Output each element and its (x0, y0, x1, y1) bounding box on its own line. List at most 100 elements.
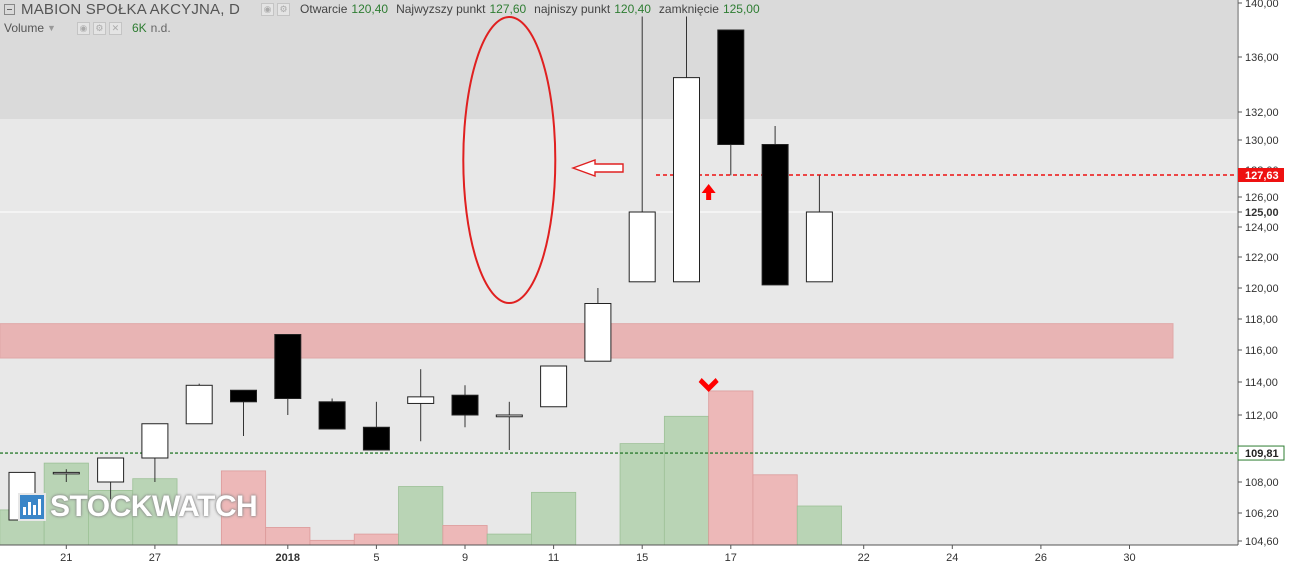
price-tick-label: 136,00 (1245, 52, 1279, 64)
candle-body (805, 211, 833, 283)
volume-bar (708, 390, 754, 546)
down-chevron-icon (698, 378, 719, 392)
price-tick-label: 118,00 (1245, 314, 1278, 326)
time-axis-bg (0, 545, 1238, 565)
volume-bar (796, 505, 842, 546)
time-tick-label: 26 (1035, 552, 1047, 564)
candle-body (407, 396, 435, 404)
candle-body (318, 401, 346, 430)
last-price-label: 127,63 (1245, 170, 1279, 182)
candle (540, 365, 568, 408)
price-tick-label: 140,00 (1245, 0, 1279, 10)
highlight-ellipse (462, 16, 557, 304)
open-label: Otwarcie (300, 2, 348, 16)
candle-body (761, 144, 789, 286)
time-tick-label: 21 (60, 552, 72, 564)
time-tick-label: 30 (1123, 552, 1135, 564)
price-tick-label: 112,00 (1245, 410, 1278, 422)
candle-body (97, 457, 125, 483)
candle-body (673, 77, 700, 283)
candle-body (628, 211, 656, 283)
legend-row-price: MABION SPOŁKA AKCYJNA, D ◉ ⚙ Otwarcie 12… (4, 0, 768, 19)
low-value: 120,40 (614, 2, 651, 16)
volume-bar (220, 470, 267, 546)
candle (274, 334, 302, 415)
caret-down-icon[interactable]: ▼ (47, 23, 56, 33)
volume-bar (442, 525, 488, 546)
chart-legend: MABION SPOŁKA AKCYJNA, D ◉ ⚙ Otwarcie 12… (4, 0, 768, 38)
time-tick-label: 15 (636, 552, 648, 564)
price-axis-bg (1238, 0, 1289, 545)
watermark-text: STOCKWATCH (50, 490, 258, 523)
candle (584, 288, 612, 362)
time-tick-label: 2018 (276, 552, 300, 564)
time-tick-label: 27 (149, 552, 161, 564)
candle-body (185, 384, 213, 425)
candle (141, 423, 169, 482)
collapse-icon[interactable] (4, 4, 15, 15)
candle (185, 383, 213, 425)
candle (97, 457, 125, 500)
candle (52, 469, 80, 482)
stockwatch-logo-icon (18, 493, 46, 521)
volume-label: Volume (4, 21, 45, 35)
candle (230, 389, 257, 436)
price-tick-label: 125,00 (1245, 207, 1279, 219)
eye-icon[interactable]: ◉ (76, 22, 90, 35)
time-tick-label: 17 (725, 552, 737, 564)
price-tick-label: 124,00 (1245, 222, 1279, 234)
candle-body (495, 414, 523, 418)
candle (805, 175, 833, 283)
volume-bar (353, 533, 399, 546)
time-tick-label: 22 (858, 552, 870, 564)
close-label: zamknięcie (658, 2, 719, 16)
series-tools: ◉ ⚙ (258, 3, 291, 16)
candle-body (540, 365, 568, 408)
volume-bar (265, 527, 311, 546)
price-tick-label: 104,60 (1245, 536, 1279, 548)
support-badge (1237, 445, 1285, 461)
volume-na: n.d. (150, 21, 171, 35)
time-tick-label: 11 (548, 552, 559, 564)
candle (495, 401, 523, 450)
price-tick-label: 126,00 (1245, 192, 1279, 204)
candle (362, 401, 390, 451)
volume-bar (309, 539, 355, 546)
candle (451, 385, 479, 428)
close-value: 125,00 (722, 2, 760, 16)
left-arrow-icon (570, 159, 624, 177)
candle (407, 369, 435, 442)
gear-icon[interactable]: ⚙ (277, 3, 291, 16)
low-label: najniszy punkt (534, 2, 611, 16)
support-label: 109,81 (1245, 448, 1279, 460)
candle (717, 29, 745, 176)
price-tick-label: 120,00 (1245, 283, 1279, 295)
candle-body (584, 303, 612, 362)
candle-body (274, 334, 302, 399)
volume-bar (132, 478, 178, 546)
price-tick-label: 122,00 (1245, 252, 1279, 264)
price-tick-label: 108,00 (1245, 477, 1279, 489)
legend-row-volume: Volume ▼ ◉ ⚙ ✕ 6K n.d. (4, 19, 768, 38)
time-tick-label: 5 (373, 552, 379, 564)
volume-bar (619, 443, 665, 546)
time-tick-label: 24 (946, 552, 958, 564)
candle-body (52, 471, 80, 475)
shaded-band (0, 0, 1237, 119)
volume-bar (752, 474, 798, 546)
price-tick-label: 114,00 (1245, 377, 1278, 389)
gear-icon[interactable]: ⚙ (92, 22, 106, 35)
eye-icon[interactable]: ◉ (261, 3, 275, 16)
candle-body (717, 29, 745, 145)
volume-bar (531, 491, 577, 546)
candle (318, 398, 346, 430)
price-tick-label: 116,00 (1245, 345, 1278, 357)
stockwatch-watermark: STOCKWATCH (18, 490, 258, 524)
candle-body (451, 394, 479, 416)
symbol-title: MABION SPOŁKA AKCYJNA, D (21, 1, 241, 18)
price-tick-label: 130,00 (1245, 135, 1279, 147)
volume-tools: ◉ ⚙ ✕ (74, 22, 122, 35)
close-icon[interactable]: ✕ (108, 22, 122, 35)
up-arrow-icon (701, 184, 716, 200)
